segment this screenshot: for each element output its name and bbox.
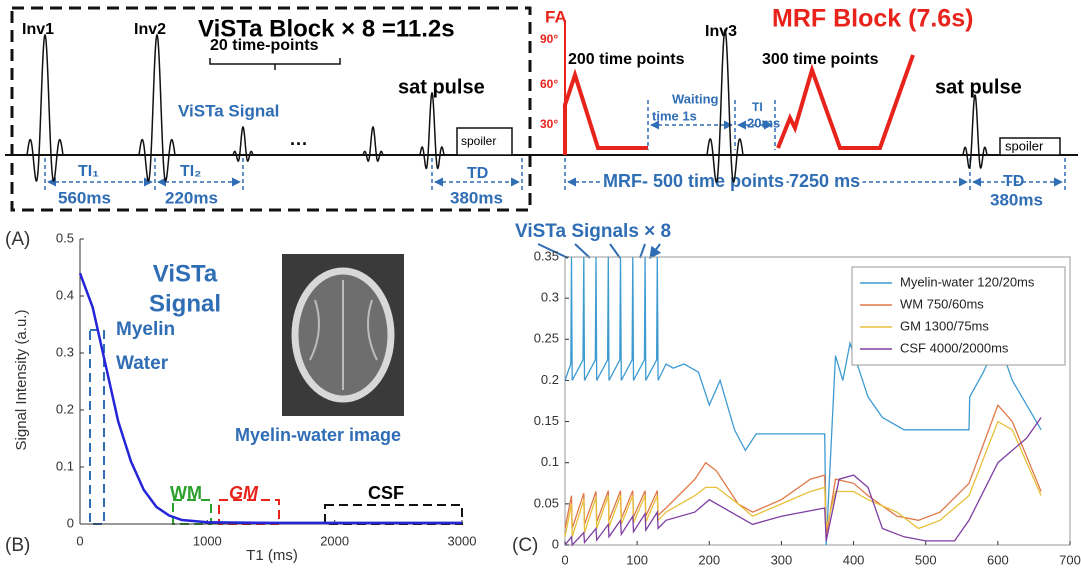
label: TI₁	[78, 163, 99, 180]
annotation: WM	[170, 483, 202, 503]
y-tick-label: 0.1	[56, 458, 74, 473]
y-tick-label: 0	[67, 515, 74, 530]
label: sat pulse	[935, 76, 1022, 98]
label: ···	[290, 134, 308, 154]
chart-title: Signal	[149, 290, 221, 317]
annotation: CSF	[368, 483, 404, 503]
label: Inv2	[134, 21, 166, 38]
panel-b-decor	[90, 254, 462, 524]
tick-label: 30°	[540, 117, 558, 131]
annotation: GM	[229, 483, 259, 503]
rf-pulse	[963, 95, 987, 168]
x-tick-label: 100	[626, 552, 648, 567]
x-tick-label: 0	[76, 533, 83, 548]
x-tick-label: 400	[843, 552, 865, 567]
range-box	[219, 500, 279, 524]
y-tick-label: 0.3	[56, 344, 74, 359]
annotation: Myelin	[116, 319, 175, 340]
legend-label: WM 750/60ms	[900, 296, 984, 311]
chart-title: ViSTa	[153, 260, 218, 287]
sequence-diagram: Inv1 Inv2 Inv3 ViSTa Block × 8 =11.2s MR…	[5, 5, 1078, 250]
label: 20ms	[747, 115, 780, 130]
label: sat pulse	[398, 76, 485, 98]
label: TI₂	[180, 163, 201, 180]
panel-label: (A)	[5, 229, 30, 250]
x-tick-label: 1000	[193, 533, 222, 548]
tick-label: 60°	[540, 77, 558, 91]
y-tick-label: 0.15	[534, 413, 559, 428]
label: 200 time points	[568, 51, 685, 68]
label: Waiting	[672, 91, 719, 106]
y-tick-label: 0	[552, 536, 559, 551]
y-tick-label: 0.05	[534, 495, 559, 510]
y-tick-label: 0.2	[541, 372, 559, 387]
x-tick-label: 500	[915, 552, 937, 567]
x-tick-label: 600	[987, 552, 1009, 567]
x-axis-label: T1 (ms)	[246, 547, 298, 564]
label: 380ms	[450, 188, 503, 207]
range-box	[325, 505, 462, 524]
label: 220ms	[165, 188, 218, 207]
label: TD	[467, 165, 488, 182]
label: TD	[1003, 173, 1024, 190]
image-caption: Myelin-water image	[235, 425, 401, 445]
y-tick-label: 0.25	[534, 331, 559, 346]
legend-label: GM 1300/75ms	[900, 318, 989, 333]
figure: Inv1 Inv2 Inv3 ViSTa Block × 8 =11.2s MR…	[0, 0, 1081, 578]
label: Inv1	[22, 21, 54, 38]
label: 20 time-points	[210, 37, 319, 54]
block-title: MRF Block (7.6s)	[772, 5, 973, 33]
x-tick-label: 300	[771, 552, 793, 567]
x-tick-label: 200	[698, 552, 720, 567]
y-tick-label: 0.2	[56, 401, 74, 416]
label: time 1s	[652, 108, 697, 123]
label: 300 time points	[762, 51, 879, 68]
y-tick-label: 0.3	[541, 290, 559, 305]
label: Inv3	[705, 23, 737, 40]
label: TI	[752, 100, 763, 114]
tick-label: 90°	[540, 32, 558, 46]
y-tick-label: 0.5	[56, 230, 74, 245]
annotation: Water	[116, 353, 169, 374]
panel-label: (C)	[512, 535, 538, 556]
rf-pulse	[420, 93, 444, 168]
y-tick-label: 0.4	[56, 287, 74, 302]
x-tick-label: 3000	[448, 533, 477, 548]
axis-label: FA	[545, 7, 567, 26]
label: ViSTa Signal	[178, 101, 279, 120]
label: 560ms	[58, 188, 111, 207]
y-tick-label: 0.1	[541, 454, 559, 469]
legend-label: Myelin-water 120/20ms	[900, 274, 1035, 289]
label: spoiler	[1005, 138, 1044, 153]
x-tick-label: 0	[561, 552, 568, 567]
y-tick-label: 0.35	[534, 248, 559, 263]
rf-pulse	[139, 35, 175, 181]
annotation: ViSTa Signals × 8	[515, 221, 671, 242]
range-box	[90, 330, 104, 524]
bracket	[210, 58, 340, 70]
y-axis-label: Signal Intensity (a.u.)	[13, 310, 30, 451]
label: spoiler	[461, 134, 496, 148]
label: 380ms	[990, 190, 1043, 209]
x-tick-label: 2000	[320, 533, 349, 548]
series-line	[80, 273, 462, 523]
x-tick-label: 700	[1059, 552, 1081, 567]
legend-label: CSF 4000/2000ms	[900, 340, 1009, 355]
panel-label: (B)	[5, 535, 30, 556]
